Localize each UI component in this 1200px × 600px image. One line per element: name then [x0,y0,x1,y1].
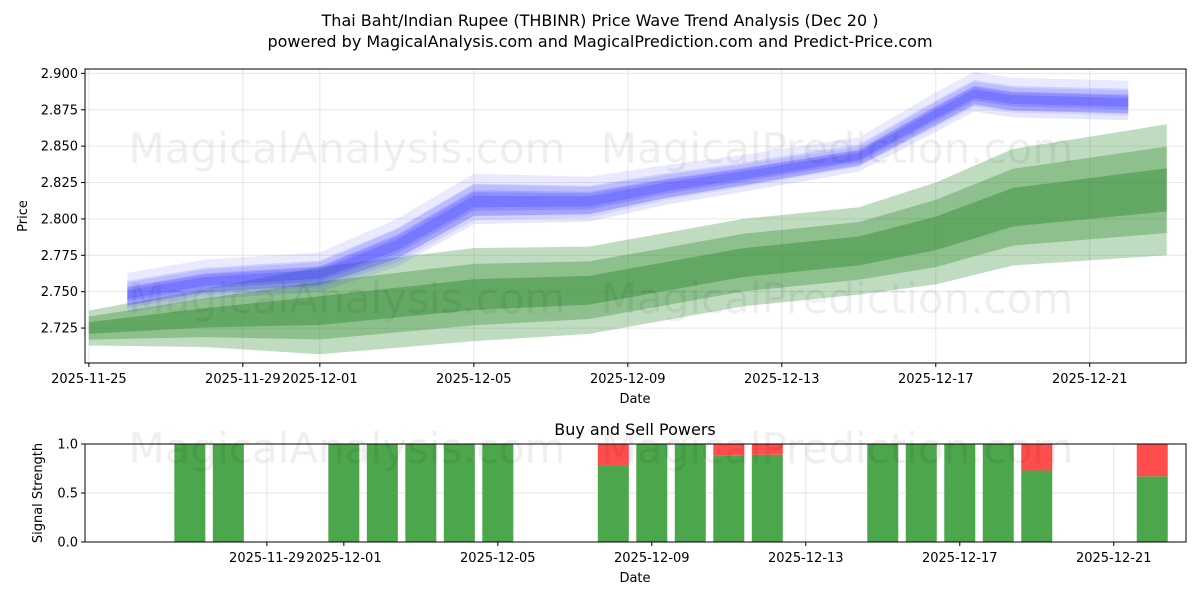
main-y-ticks: 2.725 2.750 2.775 2.800 2.825 2.850 2.875 2.900 [41,67,85,337]
price-wave-band-2 [127,81,1129,313]
signal-xtick-label: 2025-12-21 [1076,551,1152,566]
main-xtick-label: 2025-12-21 [1052,372,1128,387]
buy-bar [751,454,783,542]
main-ylabel: Price [16,200,31,232]
buy-bar [443,444,475,542]
price-wave-band-3 [127,80,1129,306]
price-wave-band-1 [127,71,1129,308]
signal-ytick-label: 1.0 [57,438,78,453]
sell-bar [713,444,745,456]
main-xtick-label: 2025-12-05 [436,372,512,387]
trend-band-3 [88,168,1167,334]
watermark-prediction-mid: MagicalPrediction.com [601,274,1074,323]
buy-bar [867,444,899,542]
main-ytick-label: 2.850 [41,140,78,155]
sell-bar [1021,444,1053,471]
signal-xtick-label: 2025-12-01 [306,551,382,566]
sell-bar [1136,444,1168,477]
signal-xtick-label: 2025-12-17 [922,551,998,566]
chart-title: Thai Baht/Indian Rupee (THBINR) Price Wa… [321,11,879,30]
main-ytick-label: 2.825 [41,176,78,191]
main-ytick-label: 2.900 [41,67,78,82]
signal-xtick-label: 2025-12-05 [460,551,536,566]
signal-xtick-label: 2025-11-29 [229,551,305,566]
main-ytick-label: 2.750 [41,285,78,300]
main-grid [85,69,1186,363]
main-ytick-label: 2.800 [41,212,78,227]
buy-bar [366,444,398,542]
trend-band-2 [88,146,1167,340]
signal-ytick-label: 0.5 [57,487,78,502]
buy-bar [636,444,668,542]
price-wave-band-6 [127,89,1129,299]
main-xtick-label: 2025-12-09 [590,372,666,387]
main-xlabel: Date [619,392,650,407]
buy-bar [905,444,937,542]
signal-xlabel: Date [619,571,650,586]
buy-bar [174,444,206,542]
buy-bar [212,444,244,542]
signal-ylabel: Signal Strength [31,443,46,543]
buy-bar [405,444,437,542]
buy-bar [944,444,976,542]
main-ytick-label: 2.875 [41,103,78,118]
buy-bar [982,444,1014,542]
signal-xtick-label: 2025-12-09 [614,551,690,566]
signal-ytick-label: 0.0 [57,536,78,551]
watermark-analysis-top: MagicalAnalysis.com [129,124,566,173]
signal-x-ticks: 2025-11-29 2025-12-01 2025-12-05 2025-12-09… [229,542,1152,566]
buy-bar [597,465,629,542]
trend-band-1 [88,124,1167,355]
main-axes-frame [84,68,1187,364]
watermark-signal-prediction: MagicalPrediction.com [601,424,1074,473]
chart-subtitle: powered by MagicalAnalysis.com and Magic… [267,32,932,51]
main-plot-area [88,71,1167,355]
main-x-ticks: 2025-11-25 2025-11-29 2025-12-01 2025-12-05… [51,363,1128,387]
signal-bars [174,444,1168,542]
sell-bar [597,444,629,466]
main-watermarks: MagicalAnalysis.com MagicalPrediction.co… [129,124,1074,323]
main-ytick-label: 2.775 [41,249,78,264]
main-xtick-label: 2025-12-01 [282,372,358,387]
main-xtick-label: 2025-11-29 [205,372,281,387]
buy-bar [713,455,745,542]
main-xtick-label: 2025-11-25 [51,372,127,387]
main-xtick-label: 2025-12-17 [898,372,974,387]
buy-bar [1136,476,1168,542]
sell-bar [751,444,783,455]
buy-bar [674,444,706,542]
main-xtick-label: 2025-12-13 [744,372,820,387]
buy-bar [328,444,360,542]
watermark-analysis-mid: MagicalAnalysis.com [129,274,566,323]
price-wave-band-4 [127,85,1129,306]
buy-bar [482,444,514,542]
watermark-signal-analysis: MagicalAnalysis.com [129,424,566,473]
signal-xtick-label: 2025-12-13 [768,551,844,566]
watermark-prediction-top: MagicalPrediction.com [601,124,1074,173]
buy-bar [1021,470,1053,542]
main-ytick-label: 2.725 [41,322,78,337]
signal-y-ticks: 0.0 0.5 1.0 [57,438,85,551]
price-wave-band-5 [127,86,1129,302]
signal-title: Buy and Sell Powers [554,420,716,439]
